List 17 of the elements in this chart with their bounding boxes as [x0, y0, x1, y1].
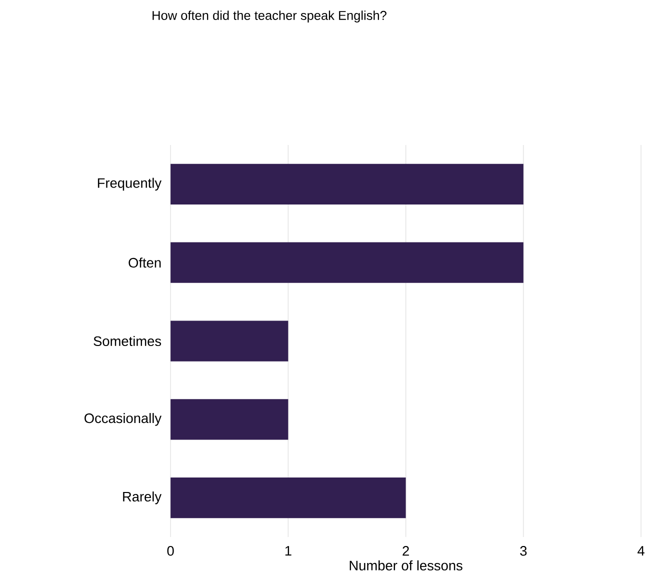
y-tick-label: Frequently — [98, 178, 162, 191]
y-tick-label: Often — [128, 258, 161, 268]
bar — [170, 320, 288, 362]
y-tick-label: Occasionally — [84, 413, 162, 426]
x-axis-title: Number of lessons — [350, 560, 462, 571]
bar — [170, 399, 288, 440]
chart-title: How often did the teacher speak English? — [152, 10, 386, 23]
bar — [170, 242, 524, 284]
x-tick-label: 4 — [638, 546, 644, 556]
x-tick-label: 0 — [167, 546, 174, 556]
bar — [170, 164, 524, 205]
x-tick-label: 1 — [285, 546, 292, 556]
x-tick-label: 2 — [402, 546, 409, 556]
x-tick-label: 3 — [520, 546, 527, 556]
y-tick-label: Sometimes — [94, 336, 162, 346]
y-tick-label: Rarely — [123, 492, 162, 504]
bar — [170, 478, 406, 518]
